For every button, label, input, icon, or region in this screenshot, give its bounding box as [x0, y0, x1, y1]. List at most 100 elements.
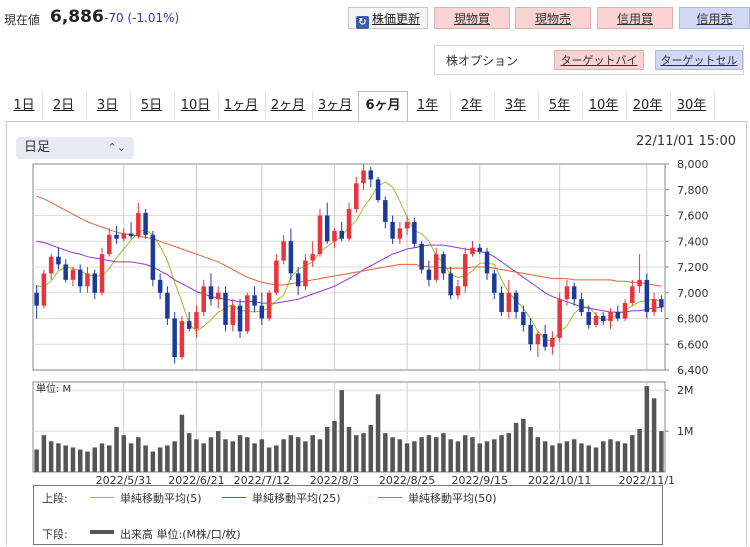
candle-up [346, 209, 352, 239]
volume-tick-label: 1M [677, 425, 694, 438]
candle-up [332, 230, 337, 242]
price-tick-label: 7,400 [677, 235, 709, 248]
candle-down [579, 299, 584, 313]
spot-sell-button[interactable]: 現物売 [515, 7, 591, 29]
candle-down [237, 305, 243, 332]
volume-tick-label: 2M [677, 384, 694, 397]
candle-up [557, 299, 562, 338]
candle-up [41, 273, 47, 306]
volume-bar [564, 441, 570, 472]
volume-bar [179, 414, 185, 472]
ma25-line [36, 240, 662, 313]
candle-up [404, 221, 410, 229]
update-price-button[interactable]: ↻ 株価更新 [348, 7, 428, 29]
candle-up [245, 295, 250, 332]
tab-9[interactable]: 6ヶ月 [358, 91, 408, 122]
candle-up [107, 234, 112, 255]
candle-down [324, 215, 330, 242]
candle-down [339, 230, 344, 239]
candle-down [172, 318, 177, 358]
volume-bar [586, 445, 591, 472]
tab-15[interactable]: 20年 [625, 92, 671, 120]
volume-bar [368, 424, 374, 472]
volume-bar [390, 437, 395, 472]
volume-bar [492, 439, 497, 472]
date-tick-label: 2022/8/25 [379, 474, 435, 485]
volume-bar [252, 443, 257, 472]
tab-10[interactable]: 1年 [405, 92, 451, 120]
volume-bar [245, 437, 250, 472]
volume-bar [85, 451, 90, 472]
volume-bar [397, 439, 403, 472]
candle-down [92, 273, 97, 293]
candle-up [281, 241, 286, 261]
date-tick-label: 2022/11/1 [619, 474, 675, 485]
margin-buy-button[interactable]: 信用買 [597, 7, 673, 29]
legend-upper-label: 上段: [42, 492, 68, 505]
tab-11[interactable]: 2年 [449, 92, 495, 120]
candle-up [506, 292, 512, 313]
chevron-updown-icon: ⌃⌄ [107, 141, 126, 154]
legend-ma50: 単純移動平均(50) [408, 492, 497, 505]
volume-bar [121, 435, 127, 472]
volume-bar [237, 435, 243, 472]
candle-down [659, 299, 664, 308]
tab-1[interactable]: 1日 [6, 92, 43, 120]
interval-select[interactable]: 日足 ⌃⌄ [16, 137, 134, 159]
candle-up [354, 183, 359, 210]
volume-bar [571, 439, 577, 472]
volume-bar [70, 447, 76, 472]
tab-14[interactable]: 10年 [581, 92, 627, 120]
volume-bar [441, 433, 446, 472]
legend-volume-swatch [90, 530, 114, 534]
candle-down [571, 286, 577, 300]
date-tick-label: 2022/9/15 [452, 474, 508, 485]
candle-up [266, 292, 272, 319]
candle-up [433, 254, 439, 280]
tab-6[interactable]: 1ヶ月 [217, 92, 266, 120]
tab-2[interactable]: 2日 [41, 92, 87, 120]
target-sell-button[interactable]: ターゲットセル [655, 50, 743, 70]
volume-bar [622, 443, 628, 472]
candle-up [48, 256, 54, 274]
target-buy-button[interactable]: ターゲットバイ [554, 50, 644, 70]
candle-down [375, 179, 381, 201]
tab-4[interactable]: 5日 [129, 92, 175, 120]
candle-up [622, 303, 628, 319]
margin-sell-button[interactable]: 信用売 [679, 7, 750, 29]
tab-3[interactable]: 3日 [85, 92, 131, 120]
volume-bar [630, 435, 635, 472]
price-tick-label: 8,000 [677, 158, 709, 171]
volume-bar [48, 441, 54, 472]
volume-bar [470, 437, 475, 472]
volume-bar [266, 447, 272, 472]
volume-bar [92, 447, 97, 472]
volume-unit-label: 単位: M [36, 382, 71, 395]
tab-5[interactable]: 10日 [173, 92, 219, 120]
candle-down [644, 279, 650, 313]
volume-bar [412, 441, 417, 472]
tab-12[interactable]: 3年 [493, 92, 539, 120]
candle-up [651, 299, 657, 313]
volume-bar [637, 429, 642, 472]
volume-bar [107, 445, 112, 472]
tab-16[interactable]: 30年 [669, 92, 715, 120]
volume-bar [136, 437, 141, 472]
candle-up [535, 333, 541, 345]
candle-down [513, 292, 519, 313]
volume-bar [535, 437, 541, 472]
volume-bar [542, 441, 548, 472]
candle-down [150, 234, 156, 280]
option-box [434, 45, 744, 75]
tab-13[interactable]: 5年 [537, 92, 583, 120]
tab-7[interactable]: 2ヶ月 [264, 92, 313, 120]
candle-up [215, 292, 221, 300]
volume-bar [259, 439, 265, 472]
volume-bar [528, 427, 533, 472]
candle-down [114, 234, 119, 239]
volume-bar [317, 439, 323, 472]
spot-buy-button[interactable]: 現物買 [434, 7, 510, 29]
candle-down [477, 247, 483, 252]
volume-bar [201, 443, 206, 472]
volume-bar [499, 435, 504, 472]
